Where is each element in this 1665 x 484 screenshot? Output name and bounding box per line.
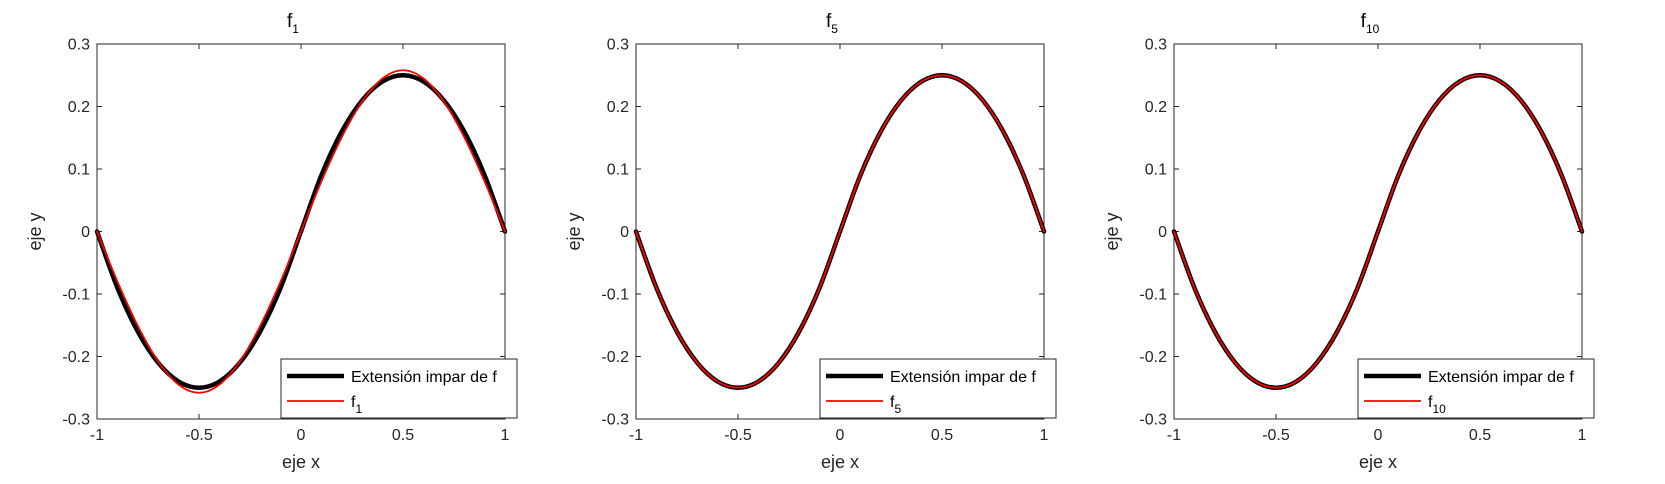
label-base: f <box>826 11 832 32</box>
x-tick-label: 0.5 <box>392 427 414 444</box>
x-axis-label: eje x <box>282 452 320 472</box>
y-tick-label: -0.2 <box>601 349 629 366</box>
label-subscript: 10 <box>1432 402 1446 416</box>
y-tick-label: 0 <box>1158 224 1167 241</box>
x-tick-label: -1 <box>629 427 643 444</box>
y-tick-label: -0.1 <box>1139 287 1167 304</box>
legend-entry-label: Extensión impar de f <box>1428 369 1574 386</box>
y-tick-label: -0.3 <box>1139 412 1167 429</box>
y-tick-label: 0.2 <box>68 99 90 116</box>
x-tick-label: -0.5 <box>1262 427 1290 444</box>
x-tick-label: 0.5 <box>1469 427 1491 444</box>
legend-entry-label: f5 <box>890 394 901 416</box>
y-tick-label: -0.3 <box>62 412 90 429</box>
label-subscript: 5 <box>894 402 901 416</box>
y-tick-label: 0.1 <box>68 162 90 179</box>
y-tick-label: 0 <box>81 224 90 241</box>
legend-entry-label: f10 <box>1428 394 1446 416</box>
series-line-2 <box>1173 74 1583 389</box>
legend-entry-label: f1 <box>351 394 362 416</box>
legend-box <box>1357 358 1595 419</box>
label-base: f <box>1361 11 1367 32</box>
y-axis-label: eje y <box>1102 212 1122 250</box>
y-tick-label: 0.3 <box>607 37 629 54</box>
y-tick-label: 0.1 <box>607 162 629 179</box>
x-tick-label: 1 <box>1578 427 1587 444</box>
x-tick-label: 0 <box>297 427 306 444</box>
label-subscript: 1 <box>355 402 362 416</box>
legend-box <box>280 358 518 419</box>
subplot-2: -1 -0.5 0 0.5 1 0.3 0.2 0.1 0 -0.1 -0.2 -0.3 eje x ej… <box>564 11 1057 472</box>
series-line-2 <box>635 74 1045 389</box>
label-subscript: 5 <box>831 22 838 36</box>
label-base: f <box>351 394 356 411</box>
y-axis-label: eje y <box>564 212 584 250</box>
y-axis-label: eje y <box>25 212 45 250</box>
legend: Extensión impar de f f10 <box>1357 358 1595 419</box>
subplot-1: -1 -0.5 0 0.5 1 0.3 0.2 0.1 0 -0.1 -0.2 -0.3 eje x ej… <box>25 11 518 472</box>
label-subscript: 10 <box>1366 22 1380 36</box>
y-tick-label: 0.2 <box>607 99 629 116</box>
y-tick-label: 0.2 <box>1145 99 1167 116</box>
y-tick-label: 0 <box>620 224 629 241</box>
chart-title: f10 <box>1361 11 1380 36</box>
series-line-2 <box>96 69 506 394</box>
x-tick-label: -1 <box>90 427 104 444</box>
x-tick-label: -0.5 <box>185 427 213 444</box>
x-axis-label: eje x <box>1359 452 1397 472</box>
chart-title: f1 <box>287 11 299 36</box>
x-tick-label: 0.5 <box>931 427 953 444</box>
label-base: f <box>1428 394 1433 411</box>
x-tick-label: 1 <box>501 427 510 444</box>
y-tick-label: -0.2 <box>1139 349 1167 366</box>
label-base: f <box>287 11 293 32</box>
x-axis-label: eje x <box>821 452 859 472</box>
y-tick-label: -0.3 <box>601 412 629 429</box>
x-tick-label: -1 <box>1167 427 1181 444</box>
y-tick-label: -0.1 <box>601 287 629 304</box>
label-base: f <box>890 394 895 411</box>
legend-box <box>819 358 1057 419</box>
chart-title: f5 <box>826 11 838 36</box>
y-tick-label: 0.1 <box>1145 162 1167 179</box>
x-tick-label: 0 <box>1374 427 1383 444</box>
x-tick-label: -0.5 <box>724 427 752 444</box>
legend: Extensión impar de f f5 <box>819 358 1057 419</box>
y-tick-label: 0.3 <box>1145 37 1167 54</box>
legend: Extensión impar de f f1 <box>280 358 518 419</box>
legend-entry-label: Extensión impar de f <box>351 369 497 386</box>
subplot-3: -1 -0.5 0 0.5 1 0.3 0.2 0.1 0 -0.1 -0.2 -0.3 eje x ej… <box>1102 11 1595 472</box>
y-tick-label: 0.3 <box>68 37 90 54</box>
y-tick-label: -0.2 <box>62 349 90 366</box>
y-tick-label: -0.1 <box>62 287 90 304</box>
label-subscript: 1 <box>292 22 299 36</box>
x-tick-label: 1 <box>1040 427 1049 444</box>
x-tick-label: 0 <box>836 427 845 444</box>
legend-entry-label: Extensión impar de f <box>890 369 1036 386</box>
